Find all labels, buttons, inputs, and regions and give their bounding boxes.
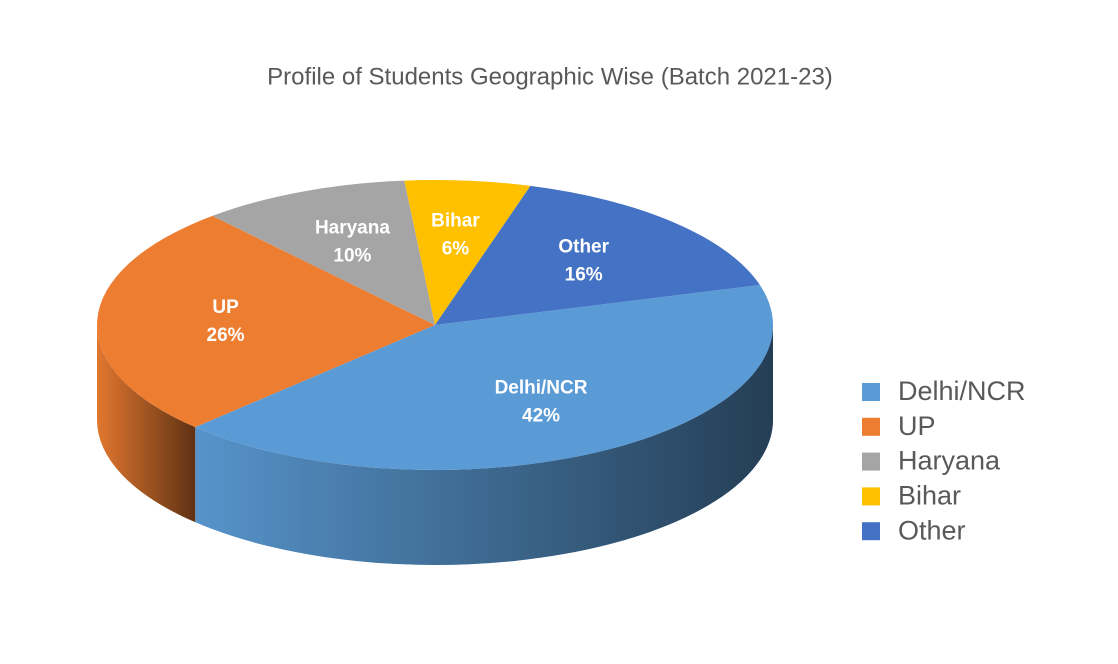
slice xyxy=(96,215,435,428)
slice-label: Other xyxy=(558,237,609,258)
slice xyxy=(404,179,531,325)
legend-label: UP xyxy=(898,411,936,441)
slice-value-label: 10% xyxy=(333,245,371,266)
legend-swatch xyxy=(862,383,880,401)
legend-swatch xyxy=(862,522,880,541)
legend-label: Delhi/NCR xyxy=(898,376,1026,406)
slice-side-shade xyxy=(195,325,773,565)
slice-label: UP xyxy=(212,297,239,318)
chart-title: Profile of Students Geographic Wise (Bat… xyxy=(267,63,833,90)
legend-swatch xyxy=(862,452,880,471)
legend-label: Haryana xyxy=(898,446,1001,476)
slice-value-label: 6% xyxy=(442,239,470,260)
slice-side-shade xyxy=(97,325,196,523)
legend-swatch xyxy=(862,417,880,436)
slice-label: Haryana xyxy=(315,217,390,238)
slice xyxy=(435,185,760,325)
slice-value-label: 16% xyxy=(565,265,603,286)
legend-label: Other xyxy=(898,515,966,545)
slice-label: Bihar xyxy=(431,211,480,232)
legend-swatch xyxy=(862,487,880,506)
legend-label: Bihar xyxy=(898,481,961,511)
slice-value-label: 42% xyxy=(522,406,560,427)
slice-value-label: 26% xyxy=(207,325,245,346)
slice xyxy=(212,180,435,325)
slice-label: Delhi/NCR xyxy=(495,378,588,399)
slice xyxy=(195,285,773,470)
